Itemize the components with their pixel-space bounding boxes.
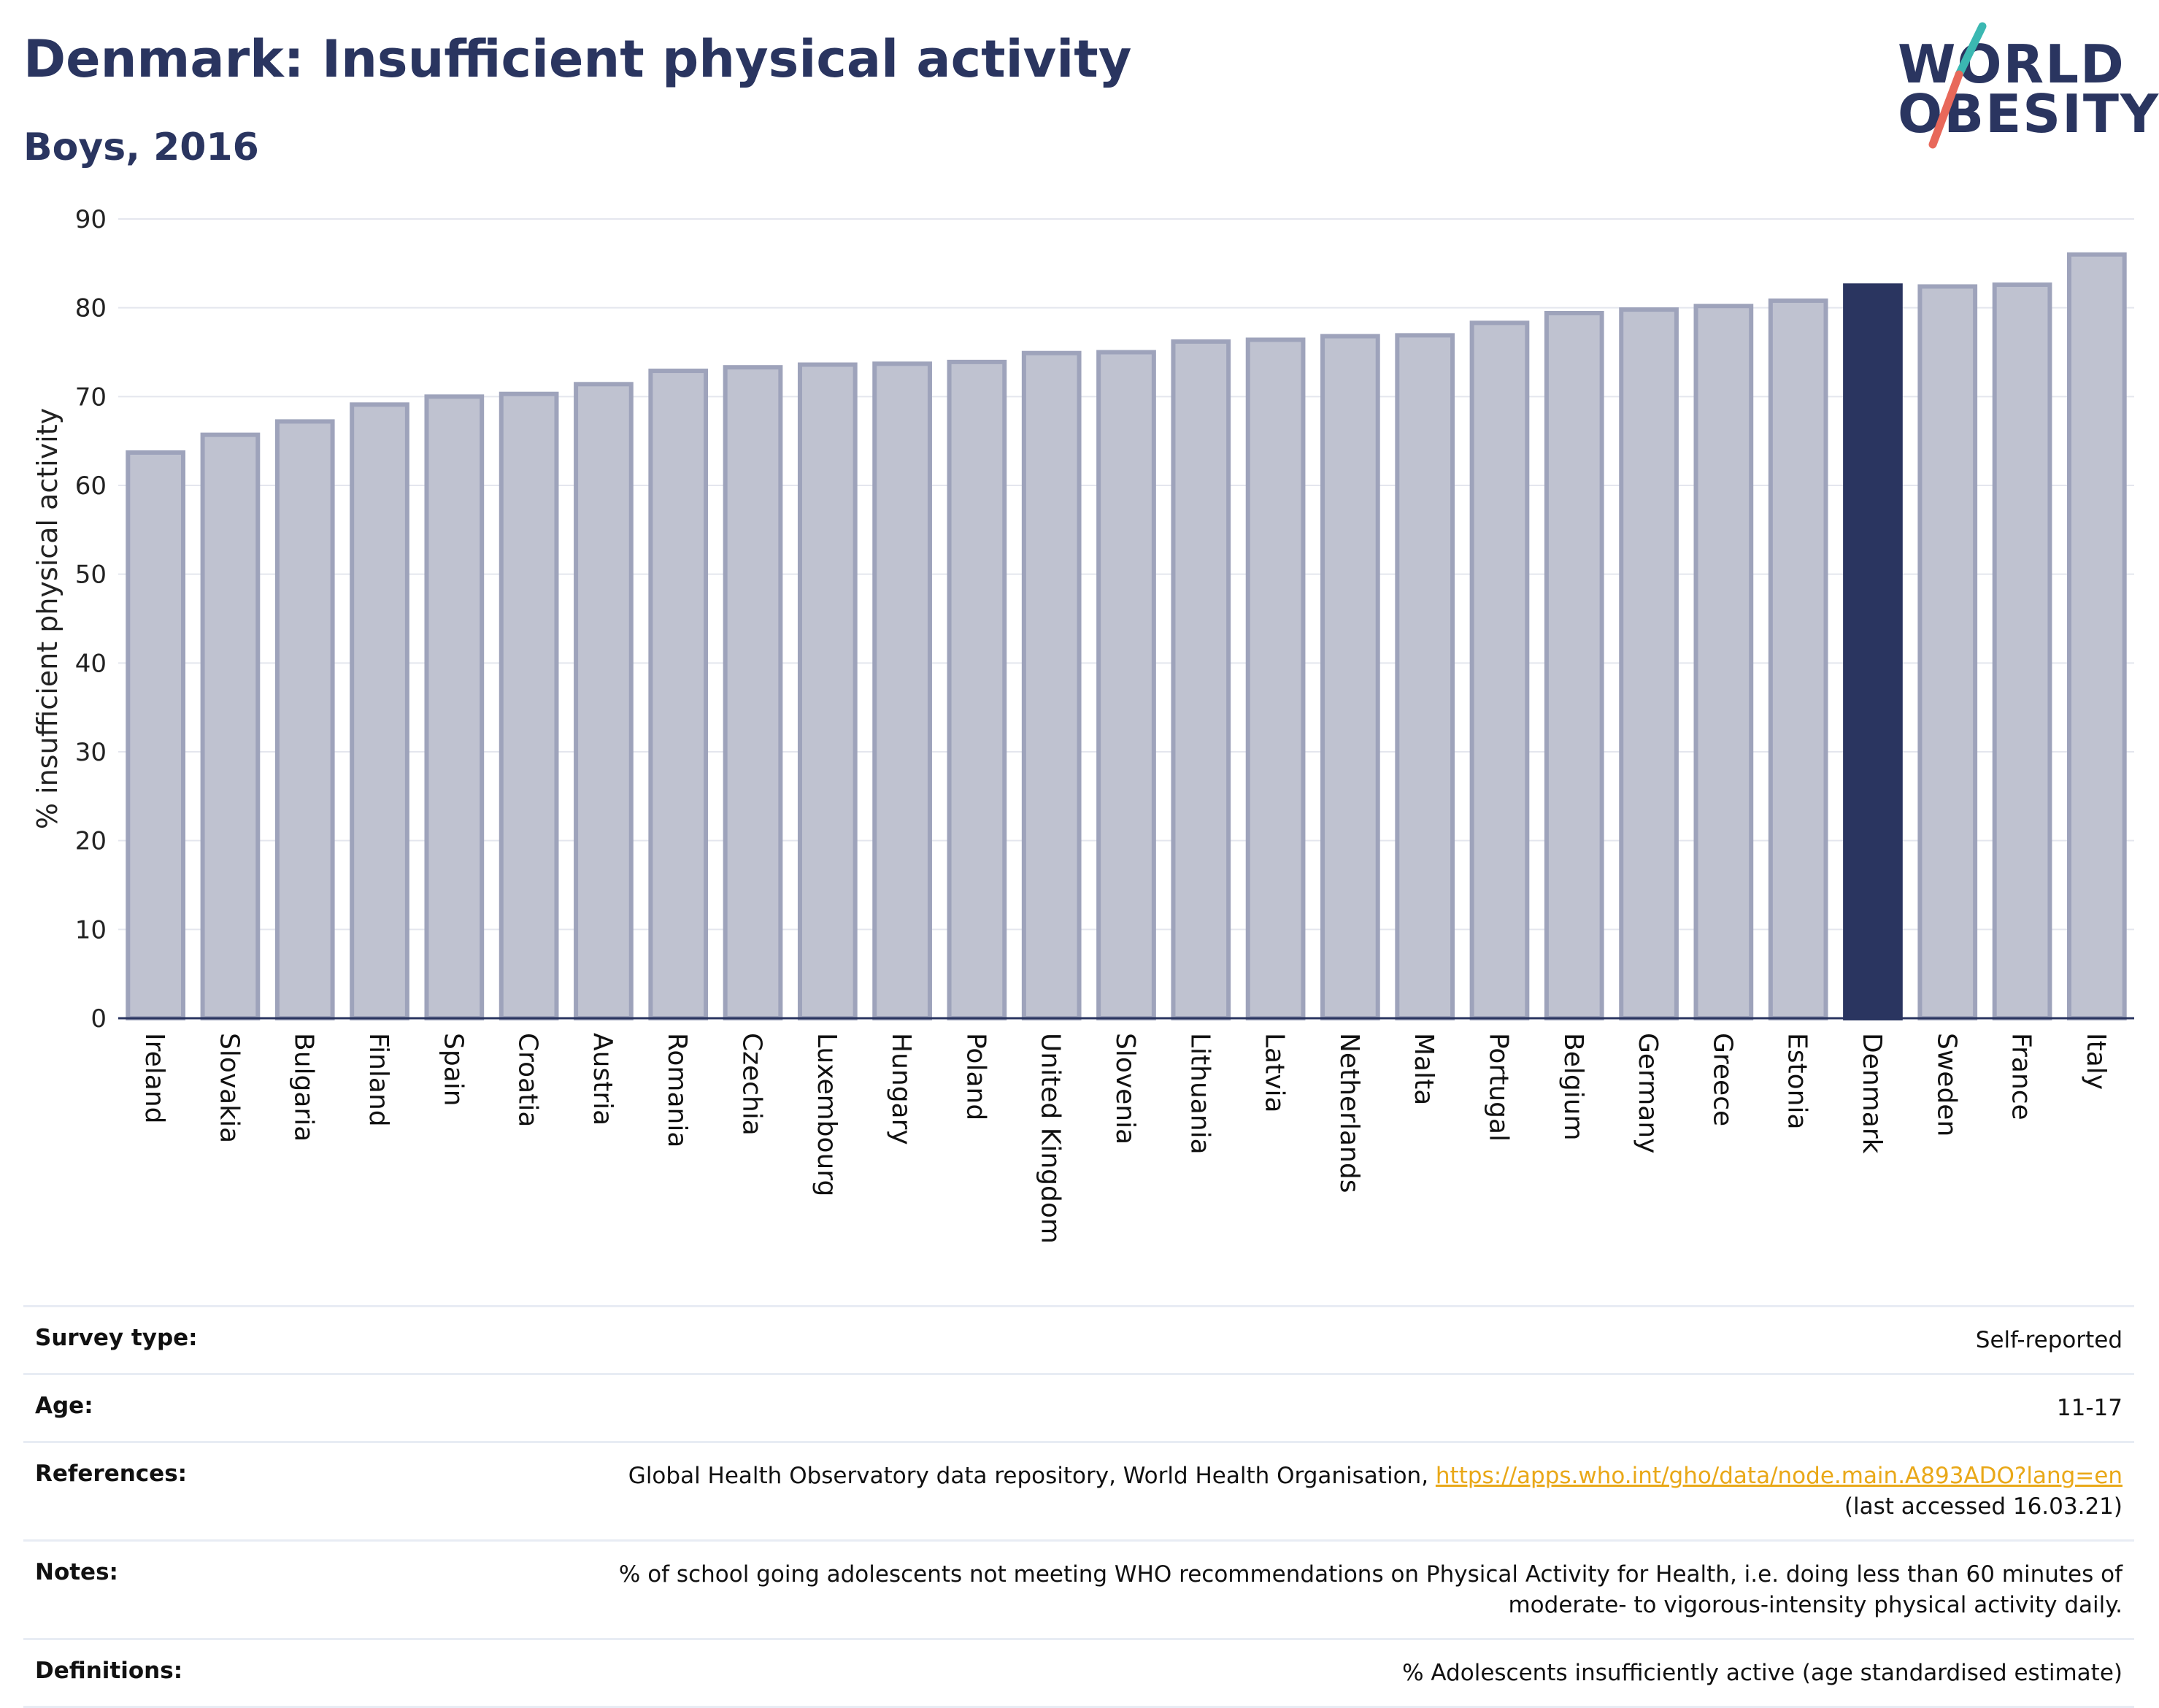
info-table: Survey type: Self-reported Age: 11-17 Re…: [23, 1305, 2134, 1708]
y-tick-label: 40: [75, 649, 107, 678]
bar-netherlands: [1320, 334, 1380, 1021]
bar-ireland: [126, 450, 185, 1020]
x-tick-label: Portugal: [1483, 1033, 1513, 1142]
references-label: References:: [35, 1461, 188, 1487]
definitions-label: Definitions:: [35, 1658, 183, 1684]
info-row-references: References: Global Health Observatory da…: [23, 1441, 2134, 1539]
bar-malta: [1395, 333, 1455, 1020]
bar-luxembourg: [797, 362, 858, 1020]
bar-germany: [1619, 307, 1679, 1021]
logo-slash-icon: [1928, 22, 1987, 149]
x-tick-label: Bulgaria: [289, 1033, 319, 1142]
page-title: Denmark: Insufficient physical activity: [23, 29, 1132, 89]
x-tick-label: Slovakia: [214, 1033, 244, 1143]
definitions-value: % Adolescents insufficiently active (age…: [1402, 1660, 2123, 1686]
bar-belgium: [1544, 310, 1604, 1020]
bar-lithuania: [1171, 339, 1231, 1020]
info-row-age: Age: 11-17: [23, 1373, 2134, 1441]
x-tick-label: Sweden: [1931, 1033, 1961, 1136]
y-axis-label: % insufficient physical activity: [31, 408, 64, 829]
x-tick-label: Latvia: [1260, 1033, 1290, 1113]
x-tick-label: Belgium: [1558, 1033, 1588, 1141]
bar-bulgaria: [274, 419, 335, 1020]
y-tick-label: 90: [75, 205, 107, 234]
y-tick-label: 0: [91, 1004, 107, 1034]
y-tick-label: 30: [75, 738, 107, 767]
x-tick-label: Italy: [2081, 1033, 2111, 1090]
bar-sweden: [1917, 284, 1978, 1020]
bar-france: [1992, 282, 2052, 1021]
bar-austria: [574, 382, 634, 1020]
y-tick-label: 20: [75, 827, 107, 856]
y-tick-label: 60: [75, 472, 107, 501]
x-tick-label: Finland: [363, 1033, 393, 1127]
bar-slovakia: [200, 432, 261, 1020]
bar-chart: 0 10 20 30 40 50 60 70 80 90 % insufficient physic…: [31, 205, 2134, 1244]
x-tick-label: Spain: [438, 1033, 468, 1107]
references-value: Global Health Observatory data repositor…: [628, 1461, 2123, 1522]
x-tick-label: Austria: [588, 1033, 617, 1126]
bar-romania: [648, 369, 709, 1020]
y-tick-label: 10: [75, 915, 107, 945]
references-accessed: (last accessed 16.03.21): [1844, 1493, 2123, 1520]
y-tick-label: 70: [75, 382, 107, 412]
bar-estonia: [1768, 298, 1828, 1020]
notes-line1: % of school going adolescents not meetin…: [618, 1561, 2123, 1588]
notes-label: Notes:: [35, 1559, 118, 1585]
logo-text-line1: WORLD: [1898, 34, 2125, 95]
x-tick-label: United Kingdom: [1036, 1033, 1066, 1244]
bar-spain: [424, 394, 485, 1021]
x-tick-label: Germany: [1633, 1033, 1663, 1153]
x-tick-label: Czechia: [737, 1033, 767, 1136]
references-link[interactable]: https://apps.who.int/gho/data/node.main.…: [1435, 1463, 2123, 1489]
bar-denmark: [1843, 283, 1903, 1020]
bar-hungary: [872, 361, 932, 1021]
info-row-definitions: Definitions: % Adolescents insufficientl…: [23, 1638, 2134, 1708]
page-subtitle: Boys, 2016: [23, 126, 259, 169]
bar-finland: [350, 402, 409, 1020]
x-tick-label: Luxembourg: [812, 1033, 842, 1196]
bar-united-kingdom: [1021, 350, 1082, 1020]
survey-type-label: Survey type:: [35, 1325, 198, 1351]
x-tick-label: Ireland: [139, 1033, 169, 1124]
references-text: Global Health Observatory data repositor…: [628, 1463, 1429, 1489]
y-tick-label: 80: [75, 294, 107, 323]
x-tick-label: Romania: [662, 1033, 692, 1147]
notes-value: % of school going adolescents not meetin…: [619, 1559, 2123, 1620]
age-label: Age:: [35, 1393, 93, 1419]
info-row-survey-type: Survey type: Self-reported: [23, 1305, 2134, 1373]
bar-greece: [1693, 304, 1754, 1020]
bar-slovenia: [1096, 350, 1156, 1020]
notes-line2: moderate- to vigorous-intensity physical…: [1508, 1592, 2123, 1618]
bar-czechia: [723, 365, 783, 1020]
bar-italy: [2067, 252, 2127, 1021]
bar-latvia: [1245, 337, 1306, 1020]
y-tick-label: 50: [75, 561, 107, 590]
x-tick-label: Netherlands: [1334, 1033, 1364, 1193]
world-obesity-logo: WORLD OBESITY: [1898, 22, 2158, 161]
age-value: 11-17: [2056, 1395, 2123, 1421]
x-tick-label: Lithuania: [1185, 1033, 1215, 1155]
x-tick-label: Slovenia: [1110, 1033, 1140, 1145]
x-tick-label: Hungary: [886, 1033, 916, 1145]
survey-type-value: Self-reported: [1975, 1327, 2123, 1353]
info-row-notes: Notes: % of school going adolescents not…: [23, 1539, 2134, 1638]
x-tick-label: France: [2006, 1033, 2036, 1120]
x-tick-label: Denmark: [1857, 1033, 1887, 1154]
bar-portugal: [1469, 320, 1530, 1021]
x-tick-label: Estonia: [1782, 1033, 1812, 1130]
x-tick-label: Malta: [1409, 1033, 1439, 1105]
x-tick-label: Greece: [1707, 1033, 1737, 1126]
bar-poland: [947, 359, 1007, 1020]
bar-croatia: [499, 391, 559, 1020]
x-tick-label: Croatia: [513, 1033, 543, 1127]
x-tick-label: Poland: [961, 1033, 990, 1120]
